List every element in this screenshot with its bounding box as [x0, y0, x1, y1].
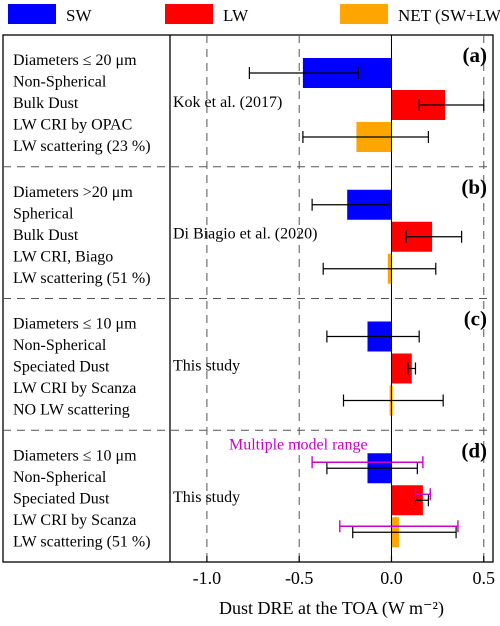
panel-descriptor: Bulk Dust [13, 227, 79, 244]
panel-descriptor: LW CRI by OPAC [13, 117, 132, 134]
panel-tag: (b) [461, 175, 487, 199]
panel-descriptor: Diameters ≤ 10 μm [13, 447, 137, 464]
panel-descriptor: LW CRI by Scanza [13, 512, 136, 529]
panel-c: Diameters ≤ 10 μm Non-Spherical Speciated … [13, 307, 487, 419]
panel-descriptor: Spherical [13, 205, 74, 222]
legend-swatch-sw [8, 4, 56, 24]
legend-label: NET (SW+LW) [398, 6, 500, 25]
x-tick-label: 0.5 [473, 568, 496, 588]
legend-swatch-lw [165, 4, 213, 24]
panel-descriptor: Non-Spherical [13, 337, 107, 354]
panel-descriptor: LW scattering (51 %) [13, 533, 151, 550]
panel-descriptor: Bulk Dust [13, 95, 79, 112]
panel-descriptor: LW scattering (23 %) [13, 138, 151, 155]
x-axis-label: Dust DRE at the TOA (W m⁻²) [219, 598, 444, 619]
legend-label: LW [223, 6, 249, 25]
x-tick-label: -0.5 [285, 568, 314, 588]
panel-descriptor: NO LW scattering [13, 402, 130, 419]
panel-d: Diameters ≤ 10 μm Non-Spherical Speciated … [13, 438, 487, 550]
panel-source-label: This study [173, 489, 240, 506]
panel-descriptor: Non-Spherical [13, 469, 107, 486]
panel-descriptor: Speciated Dust [13, 490, 110, 507]
panel-descriptor: LW CRI by Scanza [13, 380, 136, 397]
x-tick-label: -1.0 [193, 568, 222, 588]
panel-descriptor: Diameters ≤ 20 μm [13, 52, 137, 69]
panel-b: Diameters >20 μm Spherical Bulk Dust LW CRI… [13, 175, 487, 287]
panel-descriptor: LW CRI, Biago [13, 248, 113, 265]
panel-tag: (d) [461, 438, 487, 462]
panel-descriptor: LW scattering (51 %) [13, 270, 151, 287]
panel-descriptor: Non-Spherical [13, 74, 107, 91]
panel-source-label: Di Biagio et al. (2020) [173, 226, 317, 243]
panel-source-label: Kok et al. (2017) [173, 94, 282, 111]
bar-lw [391, 353, 412, 384]
panel-descriptor: Diameters >20 μm [13, 184, 133, 201]
legend-label: SW [66, 6, 92, 25]
panel-tag: (a) [463, 43, 488, 67]
annotation-model-range: Multiple model range [229, 436, 368, 453]
panel-a: Diameters ≤ 20 μm Non-Spherical Bulk Dust L… [13, 43, 487, 155]
panel-descriptor: Speciated Dust [13, 359, 110, 376]
panel-source-label: This study [173, 357, 240, 374]
legend: SW LW NET (SW+LW) [8, 4, 500, 25]
legend-swatch-net [340, 4, 388, 24]
panel-tag: (c) [464, 307, 487, 331]
panel-descriptor: Diameters ≤ 10 μm [13, 316, 137, 333]
x-tick-label: 0.0 [380, 568, 403, 588]
